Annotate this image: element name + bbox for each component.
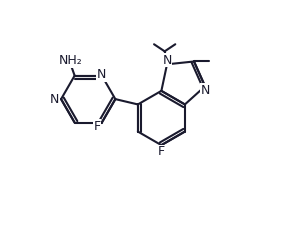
Text: F: F bbox=[158, 145, 165, 158]
Text: N: N bbox=[49, 93, 59, 106]
Text: N: N bbox=[200, 84, 210, 97]
Text: N: N bbox=[162, 54, 172, 67]
Text: NH₂: NH₂ bbox=[59, 54, 83, 67]
Text: F: F bbox=[93, 120, 101, 133]
Text: N: N bbox=[97, 68, 107, 81]
